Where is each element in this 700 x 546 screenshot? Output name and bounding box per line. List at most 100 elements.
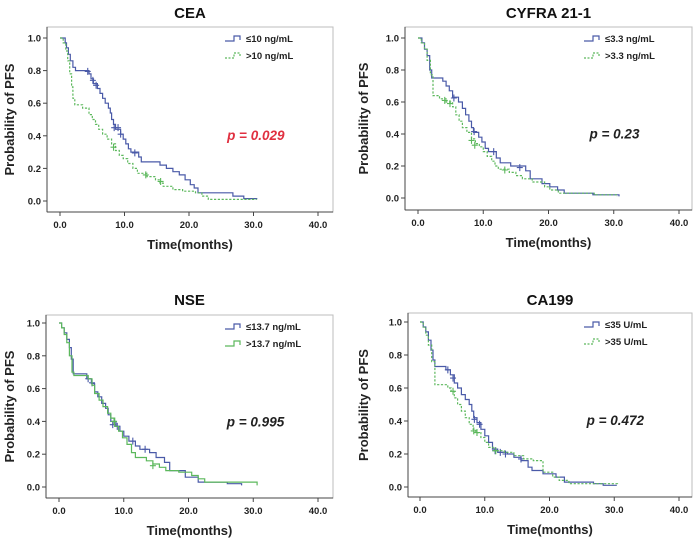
y-tick-label: 0.4 xyxy=(27,417,41,428)
km-curve-high xyxy=(418,37,618,197)
y-tick-label: 0.6 xyxy=(389,384,402,395)
y-tick-label: 0.2 xyxy=(28,164,41,175)
chart-title: CYFRA 21-1 xyxy=(506,5,591,22)
censor-mark xyxy=(502,450,509,458)
y-tick-label: 0.8 xyxy=(27,351,40,362)
censor-mark xyxy=(490,148,497,156)
y-tick-label: 1.0 xyxy=(28,34,41,45)
censor-mark xyxy=(131,149,138,157)
km-chart-svg: NSE 0.0 0.2 0.4 0.6 0.8 1.0 0.0 10.0 20.0 30.0 40.0… xyxy=(2,292,334,538)
legend-label: >35 U/mL xyxy=(605,337,648,348)
censor-mark xyxy=(471,141,478,149)
x-tick-label: 0.0 xyxy=(411,218,424,229)
legend-swatch-low xyxy=(584,321,600,328)
y-tick-label: 0.8 xyxy=(28,66,41,77)
y-tick-label: 0.8 xyxy=(389,351,402,362)
legend-label: ≤10 ng/mL xyxy=(246,34,293,45)
x-tick-label: 20.0 xyxy=(539,218,558,229)
x-tick-label: 40.0 xyxy=(670,505,689,516)
x-tick-label: 10.0 xyxy=(115,506,134,517)
legend-swatch-low xyxy=(225,35,241,42)
y-tick-label: 0.2 xyxy=(389,450,402,461)
y-tick-label: 0.6 xyxy=(386,98,399,109)
censor-mark xyxy=(476,420,483,428)
p-value-annotation: p = 0.029 xyxy=(226,128,285,143)
legend-swatch-high xyxy=(584,338,600,345)
legend-swatch-high xyxy=(225,340,241,347)
x-axis-label: Time(months) xyxy=(147,237,233,252)
km-curve-high xyxy=(59,322,258,486)
censor-mark xyxy=(501,166,508,174)
x-tick-label: 0.0 xyxy=(53,220,66,231)
legend-label: >3.3 ng/mL xyxy=(605,51,655,62)
x-tick-label: 0.0 xyxy=(52,506,65,517)
x-tick-label: 40.0 xyxy=(309,220,328,231)
censor-mark xyxy=(497,448,504,456)
km-panel-cyfra: CYFRA 21-1 0.0 0.2 0.4 0.6 0.8 1.0 0.0 10.0 20.0 3… xyxy=(350,0,700,273)
x-tick-label: 30.0 xyxy=(244,220,263,231)
censor-mark xyxy=(468,136,475,144)
chart-title: CA199 xyxy=(527,292,574,309)
censor-mark xyxy=(450,374,457,382)
censor-mark xyxy=(446,100,453,108)
y-tick-label: 0.2 xyxy=(27,450,40,461)
censor-mark xyxy=(516,164,523,172)
x-tick-label: 40.0 xyxy=(670,218,689,229)
censor-mark xyxy=(110,143,117,151)
censor-mark xyxy=(473,429,480,437)
x-tick-label: 30.0 xyxy=(605,505,624,516)
km-chart-svg: CEA 0.0 0.2 0.4 0.6 0.8 1.0 0.0 10.0 20.0 30.0 40.0… xyxy=(2,5,334,252)
km-curve-low xyxy=(418,37,620,197)
censor-mark xyxy=(93,81,100,89)
km-chart-svg: CA199 0.0 0.2 0.4 0.6 0.8 1.0 0.0 10.0 20.0 30.0 40… xyxy=(356,292,693,537)
y-tick-label: 1.0 xyxy=(27,319,40,330)
censor-mark xyxy=(129,437,136,445)
censor-mark xyxy=(142,171,149,179)
plot-area xyxy=(407,312,693,498)
legend-label: >13.7 ng/mL xyxy=(246,339,301,350)
y-tick-label: 0.4 xyxy=(28,131,42,142)
km-curve-low xyxy=(59,322,243,486)
censor-mark xyxy=(115,124,122,132)
censor-mark xyxy=(470,427,477,435)
x-tick-label: 10.0 xyxy=(115,220,134,231)
y-axis-label: Probability of PFS xyxy=(356,62,371,174)
y-tick-label: 0.2 xyxy=(386,162,399,173)
km-curve-high xyxy=(60,37,257,200)
censor-mark xyxy=(471,415,478,423)
x-tick-label: 30.0 xyxy=(244,506,263,517)
km-curve-high xyxy=(420,321,619,486)
censor-mark xyxy=(441,96,448,104)
censor-mark xyxy=(450,94,457,102)
x-axis-label: Time(months) xyxy=(507,522,593,537)
p-value-annotation: p = 0.23 xyxy=(589,127,640,142)
censor-mark xyxy=(111,417,118,425)
y-tick-label: 0.0 xyxy=(27,483,40,494)
censor-mark xyxy=(157,177,164,185)
censor-mark xyxy=(142,445,149,453)
x-tick-label: 40.0 xyxy=(309,506,328,517)
y-tick-label: 0.0 xyxy=(389,483,402,494)
y-axis-label: Probability of PFS xyxy=(356,349,371,461)
km-panel-cea: CEA 0.0 0.2 0.4 0.6 0.8 1.0 0.0 10.0 20.0 30.0 40.0… xyxy=(0,0,350,273)
y-tick-label: 1.0 xyxy=(389,318,402,329)
y-tick-label: 0.4 xyxy=(386,130,400,141)
plot-area xyxy=(404,26,693,211)
x-tick-label: 20.0 xyxy=(179,506,198,517)
censor-mark xyxy=(471,128,478,136)
censor-mark xyxy=(492,447,499,455)
chart-title: NSE xyxy=(174,292,205,309)
x-axis-label: Time(months) xyxy=(147,523,233,538)
y-axis-label: Probability of PFS xyxy=(2,350,17,462)
y-tick-label: 0.6 xyxy=(27,384,40,395)
y-tick-label: 0.6 xyxy=(28,99,41,110)
p-value-annotation: p = 0.995 xyxy=(226,415,285,430)
legend-swatch-high xyxy=(225,52,241,59)
y-tick-label: 0.0 xyxy=(28,197,41,208)
censor-mark xyxy=(149,462,156,470)
y-tick-label: 0.4 xyxy=(389,417,403,428)
censor-mark xyxy=(89,76,96,84)
y-tick-label: 0.0 xyxy=(386,194,399,205)
km-chart-svg: CYFRA 21-1 0.0 0.2 0.4 0.6 0.8 1.0 0.0 10.0 20.0 3… xyxy=(356,5,693,250)
legend-label: ≤35 U/mL xyxy=(605,320,647,331)
